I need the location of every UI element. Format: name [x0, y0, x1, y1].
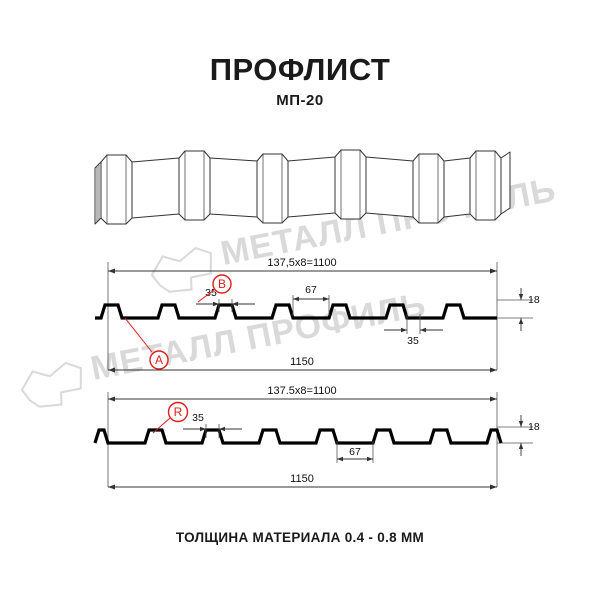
dimension-bottom-1: 1150 [108, 356, 497, 373]
marker-a-label: A [155, 353, 163, 367]
dimension-valley-67-2: 67 [336, 441, 374, 463]
dimension-height-18-2-label: 18 [528, 421, 540, 433]
dimension-rib-35-1b: 35 [384, 314, 443, 347]
dimension-height-18-1-label: 18 [528, 294, 540, 306]
profile-outline-2 [93, 428, 503, 445]
dimension-bottom-2: 1150 [108, 473, 497, 490]
dimension-bottom-2-label: 1150 [290, 473, 314, 485]
dimension-height-18-1: 18 [518, 288, 540, 331]
dimension-top-1-label: 137,5x8=1100 [267, 257, 336, 269]
dimension-top-2: 137.5x8=1100 [108, 385, 497, 402]
profile-outline-1 [95, 303, 497, 320]
thickness-note: ТОЛЩИНА МАТЕРИАЛА 0.4 - 0.8 ММ [175, 530, 425, 545]
dimension-top-2-label: 137.5x8=1100 [267, 385, 336, 397]
marker-b-label: B [218, 277, 226, 291]
dimension-rib-35-1-label: 35 [205, 287, 217, 299]
marker-r-label: R [174, 405, 183, 419]
dimension-rib-35-1b-label: 35 [407, 335, 419, 347]
dimension-top-1: 137,5x8=1100 [108, 257, 497, 274]
marker-a: A [124, 317, 169, 370]
marker-r: R [152, 401, 189, 434]
marker-b: B [197, 274, 232, 303]
dimension-height-18-2: 18 [518, 415, 540, 456]
dimension-valley-67-1: 67 [292, 284, 330, 316]
dimension-bottom-1-label: 1150 [290, 356, 314, 368]
dimension-rib-35-1: 35 [196, 287, 255, 312]
dimension-rib-35-2: 35 [183, 412, 242, 438]
dimension-rib-35-2-label: 35 [192, 412, 204, 424]
dimension-valley-67-1-label: 67 [305, 284, 317, 296]
watermark-logo-icon [150, 246, 212, 293]
product-model: МП-20 [276, 92, 324, 109]
page-title: ПРОФЛИСТ [209, 52, 391, 87]
dimension-valley-67-2-label: 67 [349, 446, 361, 458]
watermark-logo-icon [20, 361, 82, 408]
